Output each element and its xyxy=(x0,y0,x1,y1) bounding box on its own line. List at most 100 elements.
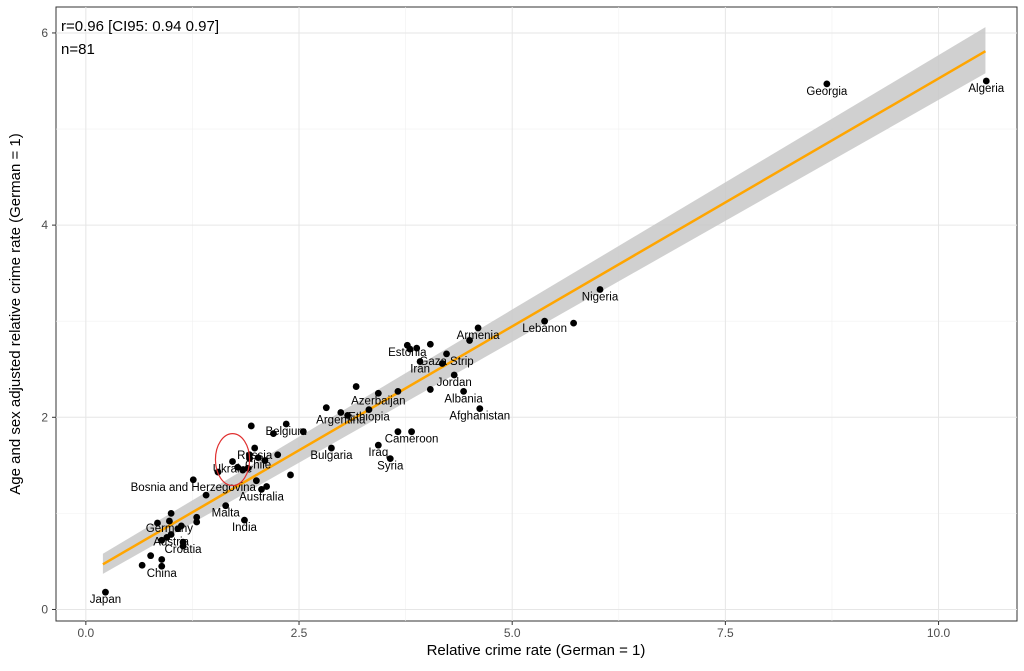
x-tick-label: 10.0 xyxy=(927,626,951,640)
highlight-layer xyxy=(214,433,251,487)
data-point xyxy=(251,444,259,452)
annotation-correlation: r=0.96 [CI95: 0.94 0.97] xyxy=(61,18,219,35)
data-point xyxy=(241,516,248,524)
data-point xyxy=(474,324,482,332)
data-point xyxy=(337,409,345,416)
point-label: Japan xyxy=(90,594,121,606)
point-label: Estonia xyxy=(388,347,427,359)
data-point xyxy=(234,463,242,471)
data-point xyxy=(541,317,549,325)
point-label: Georgia xyxy=(806,86,848,98)
point-label: Iraq xyxy=(368,447,388,459)
data-point xyxy=(460,387,467,395)
data-point xyxy=(229,458,236,465)
point-label: Jordan xyxy=(437,377,472,389)
regression-line-layer xyxy=(102,50,987,566)
data-point xyxy=(374,441,382,449)
data-point xyxy=(438,360,446,367)
point-label: Russia xyxy=(237,450,273,462)
point-label: Croatia xyxy=(165,544,203,556)
data-point xyxy=(274,451,282,459)
data-point xyxy=(177,522,185,530)
point-label: Armenia xyxy=(457,330,500,342)
point-label: India xyxy=(232,522,258,534)
point-label: Bosnia and Herzegovina xyxy=(131,482,257,494)
data-point xyxy=(408,428,415,436)
x-tick-label: 7.5 xyxy=(717,626,734,640)
data-point xyxy=(287,471,294,479)
data-point xyxy=(154,519,161,527)
annotation-n: n=81 xyxy=(61,41,95,58)
data-point xyxy=(982,77,990,85)
data-point xyxy=(476,405,484,413)
point-label: Ethiopia xyxy=(348,412,390,424)
data-point xyxy=(189,476,197,484)
point-label: Cameroon xyxy=(385,434,439,446)
point-label: Algeria xyxy=(968,83,1004,95)
x-axis-title: Relative crime rate (German = 1) xyxy=(427,642,646,659)
ticks-layer: 0.0 2.5 5.0 7.5 10.0 0 2 4 6 xyxy=(41,26,950,640)
data-point xyxy=(202,491,210,499)
data-point xyxy=(270,430,277,438)
point-label: Afghanistan xyxy=(449,411,510,423)
y-axis-title: Age and sex adjusted relative crime rate… xyxy=(7,133,24,494)
data-point xyxy=(570,319,577,327)
data-point xyxy=(282,420,290,428)
data-point xyxy=(394,428,402,436)
data-point xyxy=(222,502,230,510)
data-point xyxy=(466,337,473,344)
data-point xyxy=(352,383,360,390)
data-point xyxy=(322,404,330,412)
data-point xyxy=(102,588,109,596)
point-label: Albania xyxy=(444,393,483,405)
data-point xyxy=(374,389,382,397)
point-label: Belgium xyxy=(265,426,307,438)
data-point xyxy=(252,477,260,485)
data-point xyxy=(344,411,352,419)
y-tick-label: 0 xyxy=(41,602,48,616)
data-point xyxy=(426,340,434,348)
x-tick-label: 5.0 xyxy=(504,626,521,640)
points-layer xyxy=(102,77,990,596)
data-point xyxy=(138,561,146,569)
regression-line xyxy=(102,50,987,566)
data-point xyxy=(158,556,166,563)
data-point xyxy=(394,387,402,395)
data-point xyxy=(239,466,247,474)
data-point xyxy=(596,286,604,293)
data-point xyxy=(166,517,173,525)
data-point xyxy=(416,358,424,365)
point-label: China xyxy=(147,568,178,580)
data-point xyxy=(158,536,166,544)
data-point xyxy=(167,531,175,538)
point-label: Ukraine xyxy=(213,463,253,475)
data-point xyxy=(443,350,450,358)
point-label: Chile xyxy=(245,460,271,472)
y-tick-label: 4 xyxy=(41,218,48,232)
point-label: Malta xyxy=(212,508,241,520)
data-point xyxy=(193,513,201,521)
point-label: Iran xyxy=(410,364,430,376)
data-point xyxy=(193,518,201,526)
data-point xyxy=(247,422,255,430)
x-tick-label: 0.0 xyxy=(78,626,95,640)
point-label: Lebanon xyxy=(522,323,567,335)
y-tick-label: 2 xyxy=(41,410,48,424)
data-point xyxy=(365,406,373,414)
x-tick-label: 2.5 xyxy=(291,626,308,640)
data-point xyxy=(258,485,265,493)
data-point xyxy=(450,371,458,379)
y-tick-label: 6 xyxy=(41,26,48,40)
data-point xyxy=(426,386,434,393)
data-point xyxy=(328,444,335,452)
data-point xyxy=(254,454,262,462)
data-point xyxy=(167,509,175,517)
data-point xyxy=(299,428,307,436)
data-point xyxy=(261,457,269,464)
point-label: Gaza Strip xyxy=(419,356,473,368)
data-point xyxy=(413,344,421,352)
point-label: Bulgaria xyxy=(310,450,353,462)
